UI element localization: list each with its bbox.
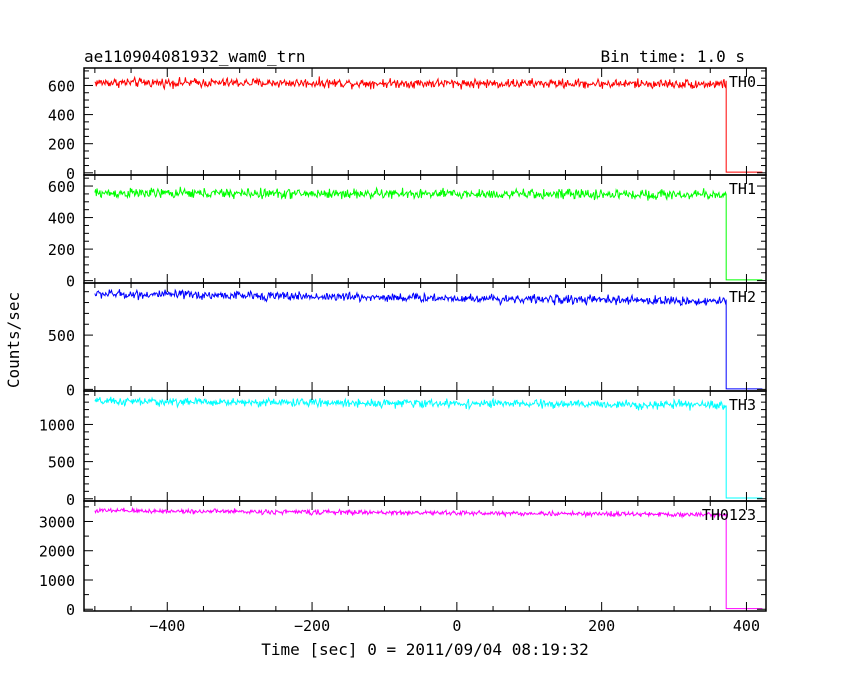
series-line-th0123 (94, 506, 763, 610)
x-tick-label: −200 (294, 617, 330, 635)
panel-frame (83, 282, 767, 392)
series-line-th0 (94, 75, 763, 173)
y-tick-label: 400 (48, 210, 75, 228)
y-tick-label: 1000 (39, 416, 75, 434)
y-tick-label: 3000 (39, 513, 75, 531)
series-label-th3: TH3 (729, 396, 756, 414)
y-tick-label: 200 (48, 241, 75, 259)
y-tick-label: 600 (48, 178, 75, 196)
x-tick-label: 200 (588, 617, 615, 635)
series-label-th0123: TH0123 (702, 506, 756, 524)
x-axis-label: Time [sec] 0 = 2011/09/04 08:19:32 (261, 640, 589, 659)
y-tick-label: 0 (66, 273, 75, 291)
y-tick-label: 1000 (39, 572, 75, 590)
panels-group: 0 200 400 600 TH0 0 200 400 600 TH1 0 500 TH2 0 500 100… (39, 67, 767, 635)
x-tick-label: 400 (733, 617, 760, 635)
panel-th1: 0 200 400 600 TH1 (48, 174, 767, 291)
y-tick-label: 0 (66, 601, 75, 619)
y-tick-label: 500 (48, 327, 75, 345)
x-tick-label: 0 (452, 617, 461, 635)
chart-title: ae110904081932_wam0_trn (84, 47, 306, 66)
panel-frame (83, 500, 767, 612)
y-tick-label: 0 (66, 165, 75, 183)
panel-th3: 0 500 1000 TH3 (39, 390, 767, 509)
series-label-th2: TH2 (729, 288, 756, 306)
y-axis-label: Counts/sec (4, 292, 23, 388)
bin-time-label: Bin time: 1.0 s (601, 47, 746, 66)
series-label-th1: TH1 (729, 180, 756, 198)
series-line-th2 (94, 288, 763, 390)
panel-th0: 0 200 400 600 TH0 (48, 67, 767, 183)
y-tick-label: 2000 (39, 543, 75, 561)
series-label-th0: TH0 (729, 73, 756, 91)
y-tick-label: 0 (66, 381, 75, 399)
y-tick-label: 200 (48, 136, 75, 154)
y-tick-label: 600 (48, 77, 75, 95)
y-tick-label: 0 (66, 491, 75, 509)
panel-th0123: 0 1000 2000 3000 TH0123 −400 −200 0 200 400 (39, 500, 767, 635)
y-tick-label: 400 (48, 107, 75, 125)
panel-th2: 0 500 TH2 (48, 282, 767, 399)
series-line-th1 (94, 186, 763, 281)
series-line-th3 (94, 396, 763, 499)
y-tick-label: 500 (48, 454, 75, 472)
x-tick-label: −400 (149, 617, 185, 635)
